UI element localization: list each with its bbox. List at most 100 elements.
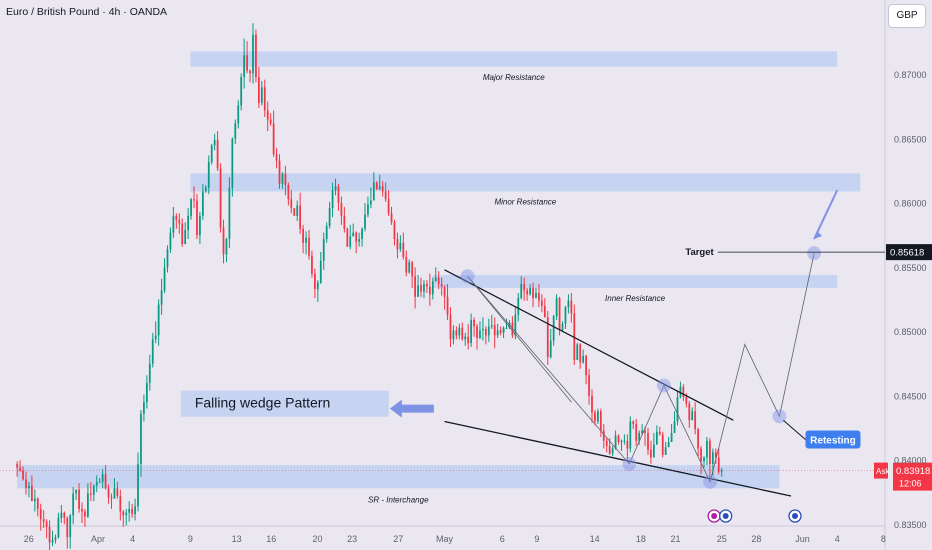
candle-body bbox=[393, 222, 396, 240]
candle-body bbox=[482, 328, 484, 331]
candle-body bbox=[529, 287, 531, 295]
candle-body bbox=[644, 430, 646, 434]
candle-body bbox=[605, 440, 608, 446]
candle-body bbox=[390, 213, 393, 223]
candle-body bbox=[711, 452, 714, 464]
candle-body bbox=[538, 292, 540, 301]
candle-body bbox=[16, 463, 19, 468]
candle-body bbox=[305, 237, 307, 243]
candle-body bbox=[296, 205, 299, 216]
candle-body bbox=[372, 182, 375, 201]
candle-body bbox=[290, 199, 293, 209]
candle-body bbox=[204, 187, 207, 192]
pattern-arrow bbox=[389, 399, 434, 418]
candle-body bbox=[396, 239, 399, 250]
candle-body bbox=[98, 481, 101, 483]
candle-body bbox=[670, 433, 673, 443]
candle-body bbox=[45, 521, 48, 527]
candle-body bbox=[355, 232, 358, 242]
candle-body bbox=[505, 327, 508, 329]
candle-body bbox=[558, 298, 561, 331]
candle-body bbox=[588, 375, 590, 396]
candle-body bbox=[207, 161, 210, 188]
candle-body bbox=[417, 285, 419, 297]
candle-body bbox=[160, 290, 163, 305]
candle-body bbox=[664, 447, 667, 455]
candle-body bbox=[641, 430, 643, 434]
candle-body bbox=[196, 200, 198, 236]
time-tick-label: May bbox=[436, 534, 454, 544]
price-tick-label: 0.85500 bbox=[894, 263, 927, 273]
wedge-upper-line bbox=[444, 269, 734, 421]
candle-body bbox=[620, 440, 623, 443]
candle-body bbox=[526, 290, 529, 295]
candle-body bbox=[125, 512, 128, 516]
candle-body bbox=[717, 457, 720, 472]
zone-label: Minor Resistance bbox=[494, 197, 556, 206]
candle-body bbox=[570, 300, 573, 314]
candle-body bbox=[22, 470, 24, 480]
wedge-lower-line bbox=[444, 420, 792, 497]
zigzag-line bbox=[467, 253, 815, 484]
candle-body bbox=[187, 215, 190, 231]
currency-selector[interactable]: GBP bbox=[888, 4, 926, 28]
candle-body bbox=[431, 281, 434, 295]
zigzag-line bbox=[467, 276, 572, 403]
candle-body bbox=[95, 481, 98, 486]
ask-price-tag bbox=[893, 462, 932, 491]
candle-body bbox=[166, 249, 169, 268]
candle-body bbox=[367, 204, 369, 215]
price-tick-label: 0.84000 bbox=[894, 456, 927, 466]
candle-body bbox=[564, 307, 567, 324]
candle-body bbox=[104, 474, 107, 489]
candle-body bbox=[257, 77, 260, 103]
candle-body bbox=[520, 283, 523, 299]
candle-body bbox=[181, 223, 184, 245]
candle-body bbox=[75, 489, 77, 494]
zone-band bbox=[190, 51, 838, 67]
candle-body bbox=[370, 200, 372, 205]
time-tick-label: 9 bbox=[534, 534, 539, 544]
candle-body bbox=[653, 444, 655, 458]
candle-body bbox=[464, 336, 467, 340]
candle-body bbox=[470, 319, 473, 344]
candle-body bbox=[443, 286, 446, 297]
candle-body bbox=[434, 277, 437, 282]
candle-body bbox=[331, 190, 334, 209]
candle-body bbox=[199, 215, 201, 236]
candle-body bbox=[311, 255, 313, 274]
candle-body bbox=[479, 330, 481, 338]
candle-body bbox=[48, 526, 51, 543]
candle-body bbox=[119, 496, 122, 512]
candle-body bbox=[602, 430, 605, 441]
ask-tag bbox=[874, 462, 888, 479]
candle-body bbox=[140, 413, 142, 464]
candle-body bbox=[426, 283, 428, 287]
time-tick-label: 18 bbox=[636, 534, 646, 544]
candle-body bbox=[87, 493, 89, 517]
candle-body bbox=[281, 173, 284, 184]
candle-body bbox=[334, 186, 337, 191]
price-tick-label: 0.87000 bbox=[894, 70, 927, 80]
retesting-label: Retesting bbox=[810, 435, 856, 446]
candle-body bbox=[131, 508, 134, 515]
candle-body bbox=[611, 448, 614, 454]
candle-body bbox=[228, 187, 231, 240]
candle-body bbox=[190, 199, 192, 216]
candle-body bbox=[314, 273, 316, 290]
candle-body bbox=[269, 119, 272, 124]
candle-body bbox=[691, 411, 694, 421]
candle-body bbox=[467, 336, 470, 344]
zone-label: Inner Resistance bbox=[605, 294, 666, 303]
candle-body bbox=[543, 305, 546, 318]
time-tick-label: 20 bbox=[312, 534, 322, 544]
candle-body bbox=[561, 323, 564, 331]
candle-body bbox=[694, 411, 697, 430]
candle-body bbox=[682, 386, 685, 398]
candle-body bbox=[260, 87, 263, 103]
candle-body bbox=[60, 512, 63, 518]
candle-body bbox=[546, 317, 549, 358]
candle-body bbox=[375, 182, 378, 189]
